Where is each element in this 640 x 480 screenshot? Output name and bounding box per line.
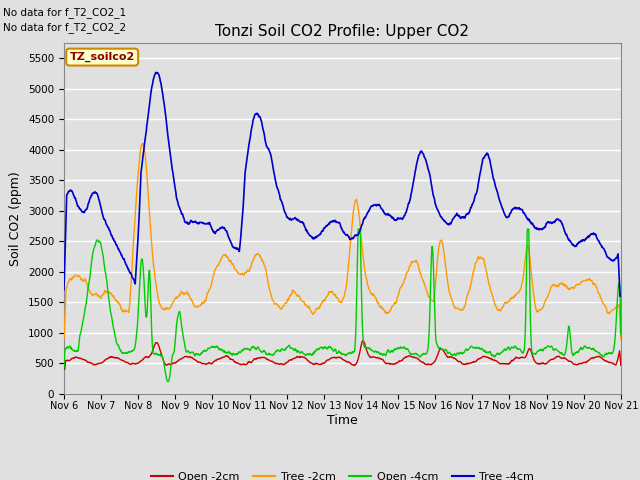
Text: No data for f_T2_CO2_2: No data for f_T2_CO2_2 — [3, 22, 126, 33]
Text: TZ_soilco2: TZ_soilco2 — [70, 52, 135, 62]
Title: Tonzi Soil CO2 Profile: Upper CO2: Tonzi Soil CO2 Profile: Upper CO2 — [216, 24, 469, 39]
Legend: Open -2cm, Tree -2cm, Open -4cm, Tree -4cm: Open -2cm, Tree -2cm, Open -4cm, Tree -4… — [146, 467, 539, 480]
Y-axis label: Soil CO2 (ppm): Soil CO2 (ppm) — [10, 171, 22, 266]
Text: No data for f_T2_CO2_1: No data for f_T2_CO2_1 — [3, 7, 126, 18]
X-axis label: Time: Time — [327, 414, 358, 427]
